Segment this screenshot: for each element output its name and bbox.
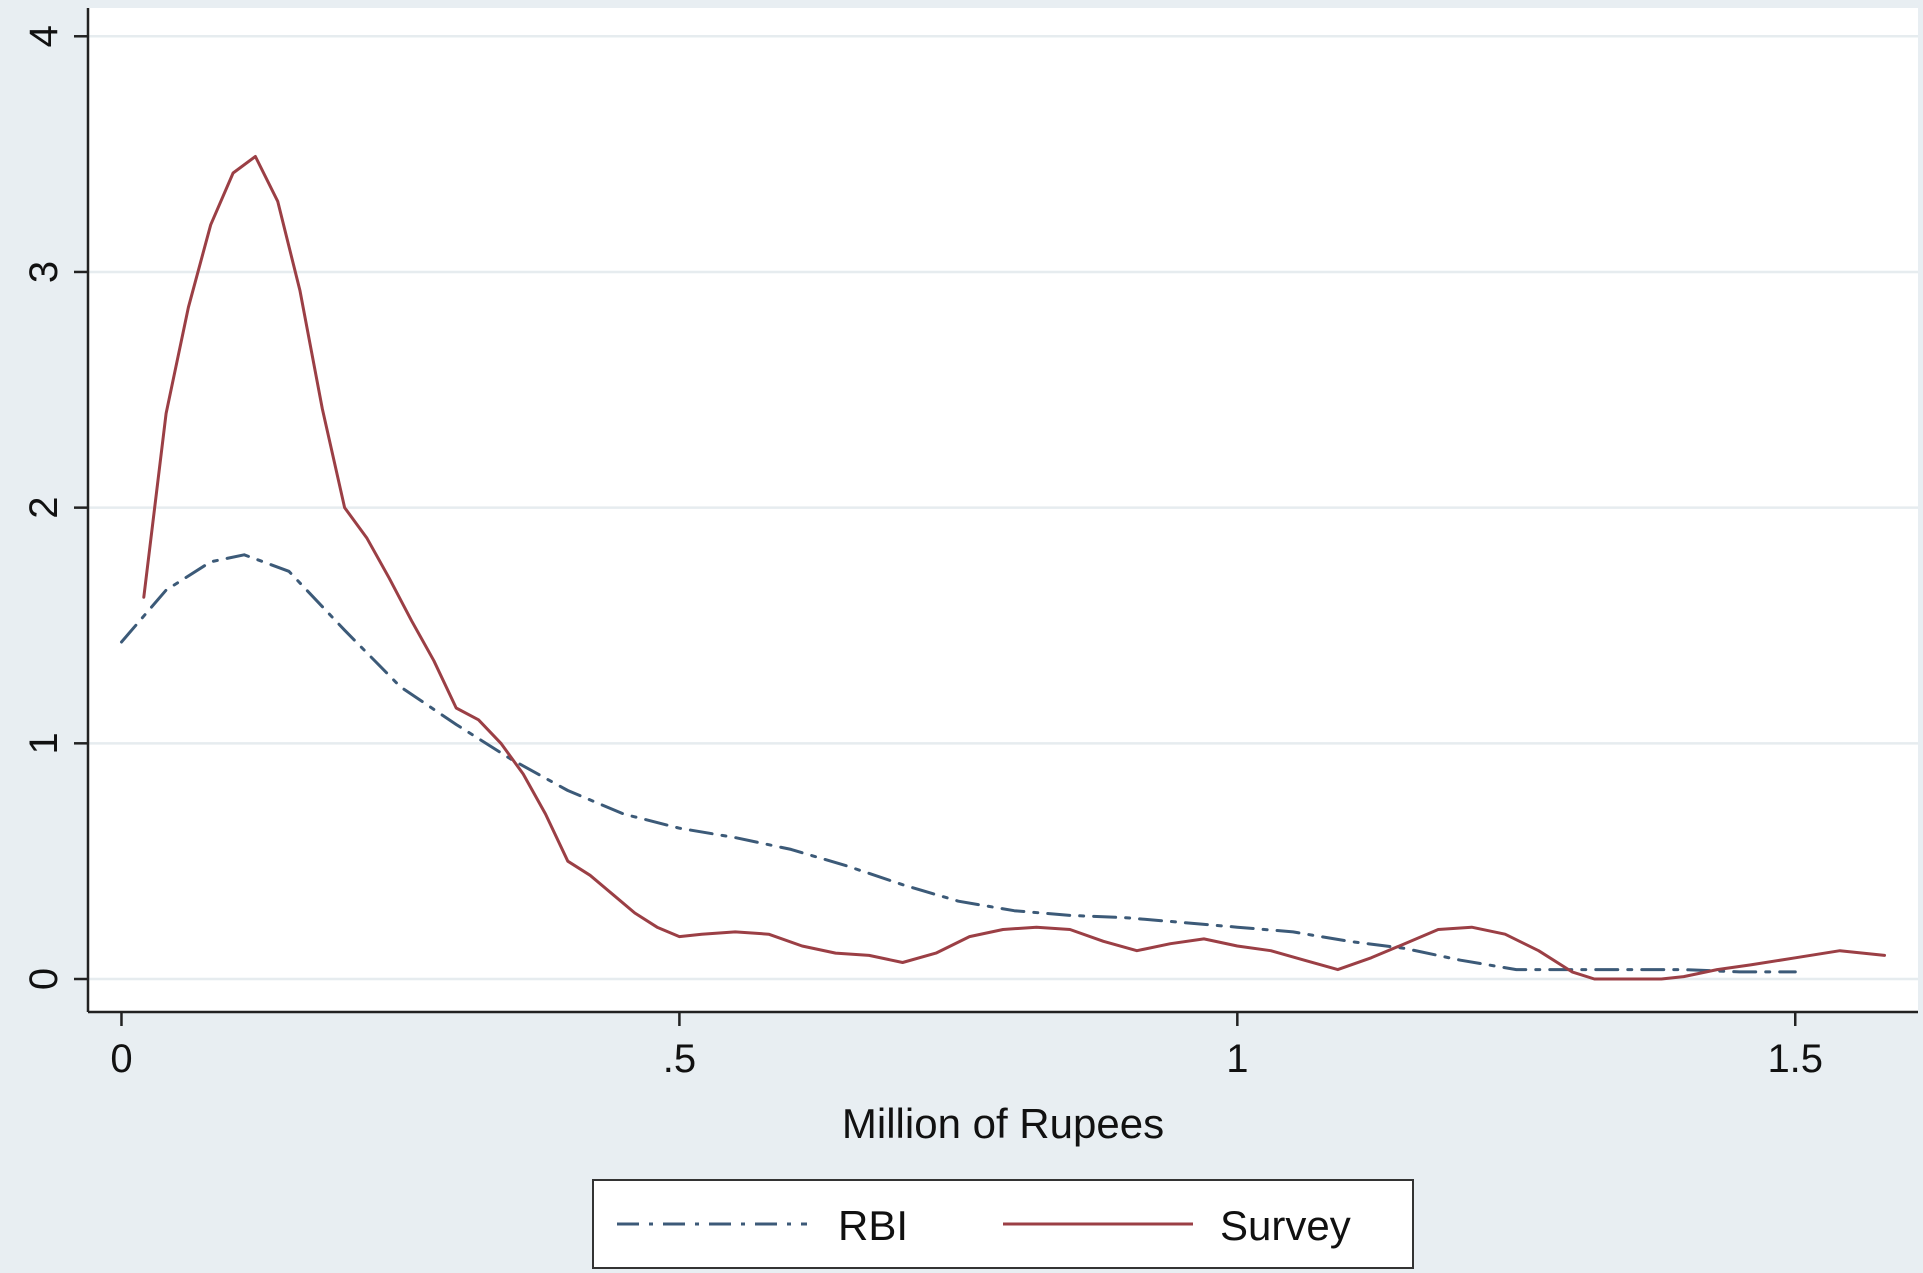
y-tick-label: 0 <box>22 968 66 990</box>
plot-area <box>88 8 1918 1012</box>
y-tick-label: 3 <box>22 261 66 283</box>
x-axis-title: Million of Rupees <box>842 1100 1164 1147</box>
series-lines <box>120 155 1886 981</box>
series-line-survey <box>142 155 1886 981</box>
legend: RBI Survey <box>592 1179 1414 1269</box>
y-tick-label: 4 <box>22 25 66 47</box>
x-tick-label: 1.5 <box>1767 1037 1823 1081</box>
x-tick-label: 0 <box>110 1037 132 1081</box>
axis-ticks: 0 1 2 3 4 0 .5 1 1.5 <box>22 25 1823 1081</box>
series-line-rbi <box>120 553 1797 974</box>
legend-label-rbi: RBI <box>838 1202 908 1249</box>
x-tick-label: .5 <box>663 1037 696 1081</box>
y-tick-label: 2 <box>22 497 66 519</box>
legend-label-survey: Survey <box>1220 1202 1351 1249</box>
x-tick-label: 1 <box>1226 1037 1248 1081</box>
y-tick-label: 1 <box>22 732 66 754</box>
